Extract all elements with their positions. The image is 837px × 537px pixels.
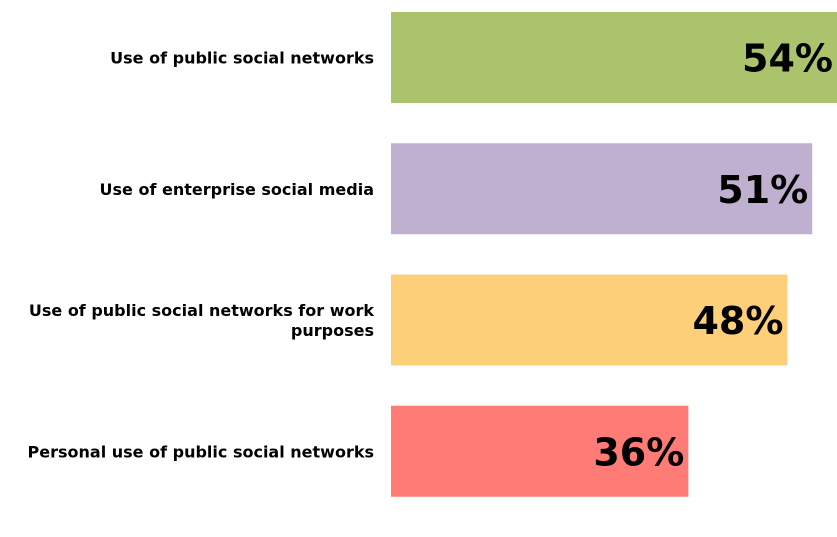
category-label-3-line-2: purposes bbox=[291, 321, 374, 340]
category-label-4: Personal use of public social networks bbox=[28, 442, 374, 461]
category-label-2-line-1: Use of enterprise social media bbox=[100, 180, 374, 199]
category-label-3-line-1: Use of public social networks for work bbox=[29, 301, 374, 320]
bar-2 bbox=[391, 143, 813, 235]
bar-value-label-2: 51% bbox=[717, 168, 808, 212]
bar-value-label-4: 36% bbox=[593, 430, 684, 474]
bar-4 bbox=[391, 405, 689, 497]
category-label-3: Use of public social networks for work pu… bbox=[29, 301, 374, 340]
category-label-1: Use of public social networks bbox=[110, 49, 374, 68]
bar-value-label-3: 48% bbox=[692, 299, 783, 343]
bar-value-label-1: 54% bbox=[742, 37, 833, 81]
category-label-2: Use of enterprise social media bbox=[100, 180, 374, 199]
category-label-4-line-1: Personal use of public social networks bbox=[28, 442, 374, 461]
category-label-1-line-1: Use of public social networks bbox=[110, 49, 374, 68]
bar-3 bbox=[391, 274, 788, 366]
bar-1 bbox=[391, 12, 837, 103]
